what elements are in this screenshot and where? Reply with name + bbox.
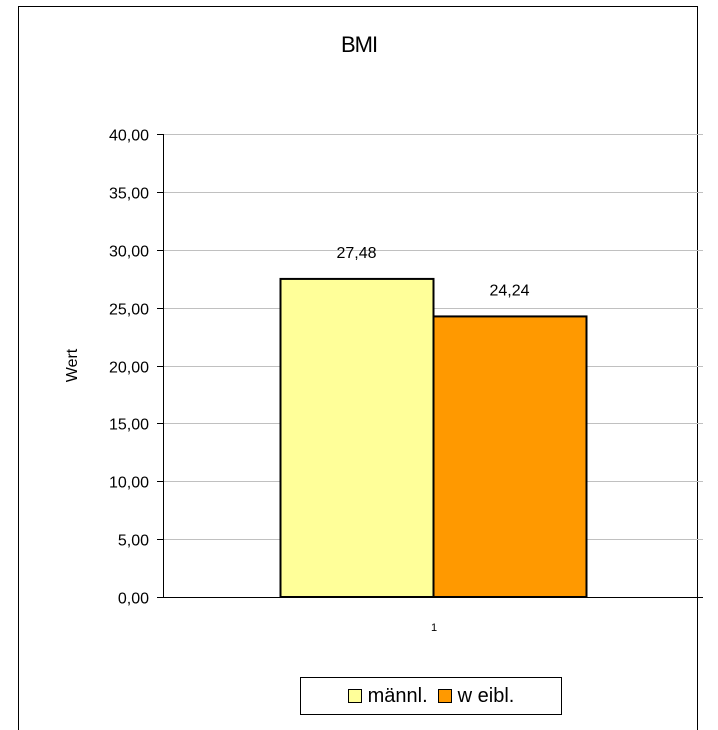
legend: männl. w eibl. <box>300 677 562 715</box>
y-axis-label: Wert <box>64 348 81 382</box>
y-tick-label: 30,00 <box>109 244 149 261</box>
legend-item-weibl: w eibl. <box>437 684 515 708</box>
legend-label-weibl: w eibl. <box>457 684 515 707</box>
legend-item-maennl: männl. <box>347 684 428 708</box>
y-tick-label: 15,00 <box>109 417 149 434</box>
y-tick-label: 20,00 <box>109 360 149 377</box>
data-label: 24,24 <box>489 282 529 299</box>
y-tick-label: 5,00 <box>118 533 149 550</box>
y-tick-label: 25,00 <box>109 302 149 319</box>
legend-swatch-weibl <box>437 689 452 703</box>
bar-maennl <box>279 277 435 598</box>
data-label: 27,48 <box>336 245 376 262</box>
y-tick-label: 35,00 <box>109 186 149 203</box>
legend-swatch-maennl <box>347 689 362 703</box>
legend-label-maennl: männl. <box>367 684 428 707</box>
y-tick-label: 10,00 <box>109 475 149 492</box>
y-tick-label: 0,00 <box>118 591 149 608</box>
y-tick-label: 40,00 <box>109 128 149 145</box>
bar-weibl <box>432 315 588 598</box>
x-tick-label: 1 <box>431 622 437 634</box>
chart-title: BMI <box>340 32 378 57</box>
